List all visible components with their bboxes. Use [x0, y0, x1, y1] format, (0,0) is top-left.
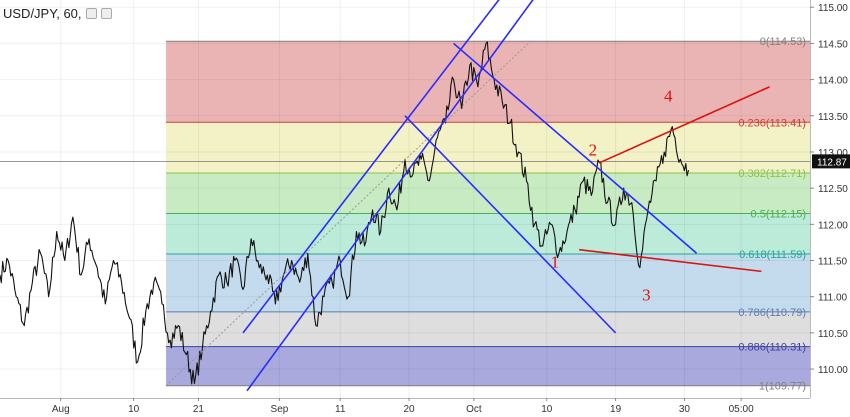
- wave-label-4: 4: [664, 86, 673, 105]
- price-tick-label: 110.50: [818, 329, 848, 340]
- fib-band-0.618: [166, 253, 811, 312]
- time-axis: Aug 10 21 Sep 11 20 Oct 10 19 30 05:00: [0, 398, 850, 417]
- eye-icon[interactable]: [85, 7, 97, 19]
- trendline-1: [246, 0, 534, 392]
- time-tick-label: 11: [335, 404, 346, 415]
- price-axis: 110.00 110.50 111.00 111.50 112.00 112.50 113.…: [810, 0, 850, 417]
- time-tick-label: 21: [193, 404, 205, 415]
- trendlines: [165, 0, 770, 392]
- time-axis-bg: [0, 398, 850, 417]
- fibonacci-labels: 0(114.53) 0.236(113.41) 0.382(112.71) 0.5(1…: [738, 36, 806, 392]
- price-tick-label: 114.50: [818, 39, 848, 50]
- price-tick-label: 111.50: [818, 257, 848, 268]
- trendline-3: [404, 115, 617, 334]
- chart-title-bar: USD/JPY, 60,: [3, 5, 112, 21]
- time-tick-label: 19: [610, 404, 622, 415]
- price-tick-label: 112.50: [818, 184, 848, 195]
- time-tick-label: Sep: [271, 404, 289, 415]
- price-tick-label: 112.00: [818, 220, 848, 231]
- fib-band-0.5: [166, 213, 811, 254]
- wave-label-3: 3: [642, 285, 651, 304]
- fib-label-1: 1(109.77): [759, 381, 806, 393]
- fib-band-0.786: [166, 311, 811, 347]
- time-tick-label: 20: [403, 404, 415, 415]
- price-tick-label: 114.00: [818, 76, 848, 87]
- trendline-5: [599, 86, 770, 164]
- wave-label-1: 1: [551, 253, 560, 272]
- price-axis-bg: [810, 0, 850, 417]
- settings-icon[interactable]: [100, 7, 112, 19]
- trendline-4: [453, 42, 698, 254]
- fib-band-0.236: [166, 122, 811, 173]
- time-tick-label: 05:00: [729, 404, 754, 415]
- fib-label-0.618: 0.618(111.59): [739, 249, 806, 261]
- wave-label-2: 2: [589, 141, 598, 160]
- price-tick-label: 113.50: [818, 112, 848, 123]
- fib-diagonal-line: [165, 40, 531, 387]
- price-series: [0, 41, 690, 385]
- price-tick-label: 111.00: [818, 293, 848, 304]
- fib-band-0.886: [166, 346, 811, 386]
- time-tick-label: Oct: [466, 404, 482, 415]
- fib-label-0.382: 0.382(112.71): [738, 168, 806, 180]
- fib-label-0.886: 0.886(110.31): [738, 342, 806, 354]
- fib-band-0.382: [166, 172, 811, 214]
- fibonacci-bands: [166, 40, 811, 387]
- chart-grid: [0, 0, 810, 398]
- price-tick-label: 113.00: [818, 148, 848, 159]
- time-tick-label: Aug: [52, 404, 70, 415]
- wave-annotations: 1 2 3 4: [551, 86, 673, 304]
- current-price-badge: [812, 154, 850, 169]
- fib-label-0.236: 0.236(113.41): [738, 117, 806, 129]
- price-tick-label: 110.00: [818, 365, 848, 376]
- chart-title: USD/JPY, 60,: [3, 5, 82, 21]
- price-line: [0, 41, 690, 385]
- trendline-2: [242, 0, 500, 334]
- trendline-6: [579, 248, 762, 273]
- fib-label-0.5: 0.5(112.15): [751, 208, 806, 220]
- fib-label-0: 0(114.53): [760, 36, 806, 48]
- time-tick-label: 10: [541, 404, 553, 415]
- price-tick-label: 115.00: [818, 3, 848, 14]
- fib-label-0.786: 0.786(110.79): [738, 307, 806, 319]
- current-price-label: 112.87: [817, 157, 847, 168]
- time-tick-label: 10: [128, 404, 140, 415]
- time-tick-label: 30: [679, 404, 691, 415]
